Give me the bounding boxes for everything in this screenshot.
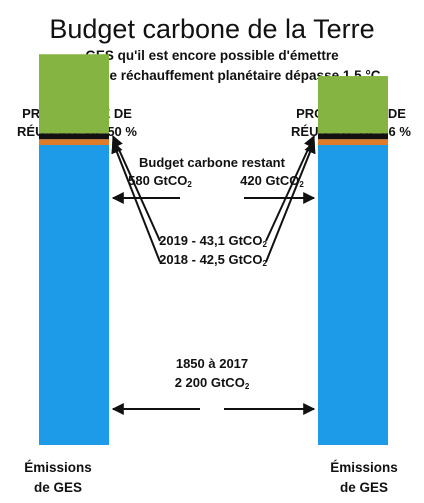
bar-segment-2018-66	[318, 139, 388, 145]
bar-segment-2019-66	[318, 133, 388, 140]
chart-subtitle-line-1: GES qu'il est encore possible d'émettre	[85, 48, 339, 63]
x-label-right: Émissions de GES	[309, 458, 419, 498]
bar-segment-historic-66	[318, 145, 388, 445]
x-label-left-line-2: de GES	[33, 480, 82, 495]
remaining-budget-title: Budget carbone restant	[139, 155, 285, 170]
bar-segment-historic-50	[39, 145, 109, 445]
annotation-2019: 2019 - 43,1 GtCO2	[128, 232, 298, 254]
annotation-2019-text: 2019 - 43,1 GtCO	[159, 233, 263, 248]
remaining-value-50-text: 580 GtCO	[128, 173, 188, 188]
arrow-2018-50	[111, 140, 161, 263]
x-label-right-line-2: de GES	[339, 480, 388, 495]
chart-subtitle-line-2: sans que le réchauffement planétaire dép…	[43, 68, 381, 83]
arrows-group	[111, 135, 316, 415]
subscript-2: 2	[262, 240, 267, 249]
annotation-2018: 2018 - 42,5 GtCO2	[128, 251, 298, 273]
x-label-right-line-1: Émissions	[330, 460, 398, 475]
remaining-value-50: 580 GtCO2	[112, 172, 208, 194]
annotation-2018-text: 2018 - 42,5 GtCO	[159, 252, 263, 267]
chart-title: Budget carbone de la Terre	[49, 14, 375, 44]
x-label-left: Émissions de GES	[3, 458, 113, 498]
historic-value-text: 2 200 GtCO	[174, 375, 245, 390]
bar-segment-2019-50	[39, 133, 109, 140]
subscript-2: 2	[299, 180, 304, 189]
subscript-2: 2	[262, 259, 267, 268]
x-label-left-line-1: Émissions	[24, 460, 92, 475]
bar-segment-remaining-50	[39, 54, 109, 134]
bar-segment-2018-50	[39, 139, 109, 145]
historic-value-label: 2 200 GtCO2	[132, 374, 292, 396]
subscript-2: 2	[244, 382, 250, 391]
remaining-value-66-text: 420 GtCO	[240, 173, 300, 188]
arrow-2018-66	[265, 140, 316, 263]
bars-group	[39, 54, 388, 445]
historic-period-label: 1850 à 2017	[175, 356, 249, 371]
subscript-2: 2	[187, 180, 192, 189]
remaining-value-66: 420 GtCO2	[224, 172, 320, 194]
bar-segment-remaining-66	[318, 76, 388, 134]
